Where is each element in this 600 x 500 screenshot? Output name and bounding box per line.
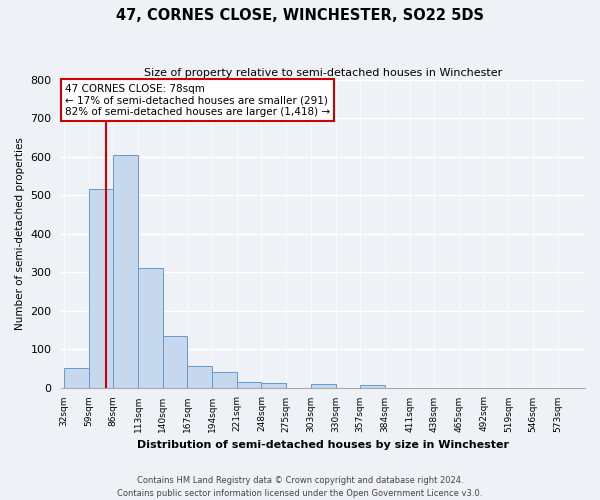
Title: Size of property relative to semi-detached houses in Winchester: Size of property relative to semi-detach…: [144, 68, 502, 78]
Bar: [237, 382, 262, 388]
Text: Contains HM Land Registry data © Crown copyright and database right 2024.
Contai: Contains HM Land Registry data © Crown c…: [118, 476, 482, 498]
Bar: [212, 372, 237, 388]
Text: 47, CORNES CLOSE, WINCHESTER, SO22 5DS: 47, CORNES CLOSE, WINCHESTER, SO22 5DS: [116, 8, 484, 22]
Bar: [187, 366, 212, 388]
Bar: [311, 384, 335, 388]
Bar: [262, 384, 286, 388]
Text: 47 CORNES CLOSE: 78sqm
← 17% of semi-detached houses are smaller (291)
82% of se: 47 CORNES CLOSE: 78sqm ← 17% of semi-det…: [65, 84, 330, 116]
Bar: [360, 384, 385, 388]
Bar: [138, 268, 163, 388]
Bar: [64, 368, 89, 388]
Bar: [113, 154, 138, 388]
Bar: [163, 336, 187, 388]
Bar: [89, 190, 113, 388]
Y-axis label: Number of semi-detached properties: Number of semi-detached properties: [15, 137, 25, 330]
X-axis label: Distribution of semi-detached houses by size in Winchester: Distribution of semi-detached houses by …: [137, 440, 509, 450]
